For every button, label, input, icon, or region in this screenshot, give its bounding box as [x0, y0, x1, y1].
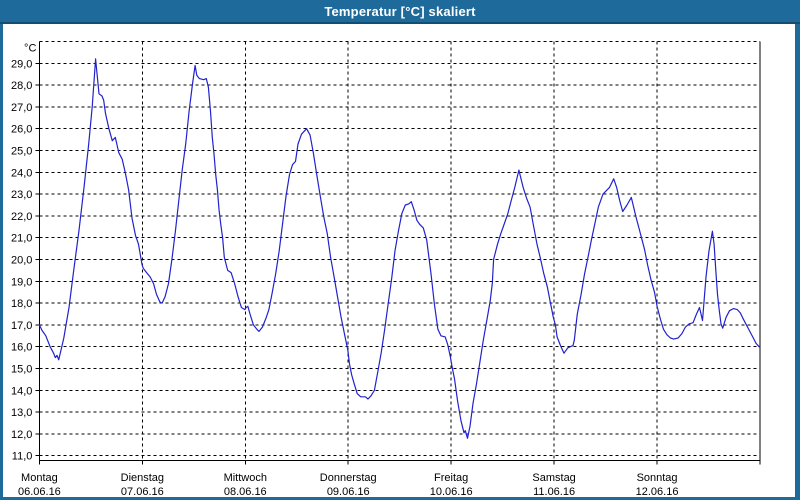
- y-axis-labels: °C 29,0 28,0 27,0 26,0 25,0 24,0 23,0 22,0 21,0 20…: [11, 43, 36, 463]
- x-day-label: Freitag: [434, 472, 468, 484]
- x-day-label: Dienstag: [121, 472, 164, 484]
- y-axis-unit-label: °C: [24, 43, 36, 55]
- y-tick-label: 12,0: [11, 429, 32, 441]
- x-date-label: 10.06.16: [430, 486, 473, 498]
- y-tick-label: 22,0: [11, 211, 32, 223]
- y-tick-label: 26,0: [11, 124, 32, 136]
- x-day-label: Sonntag: [637, 472, 678, 484]
- x-day-label: Montag: [21, 472, 58, 484]
- y-tick-label: 20,0: [11, 255, 32, 267]
- y-tick-label: 25,0: [11, 146, 32, 158]
- y-tick-label: 27,0: [11, 102, 32, 114]
- y-tick-label: 16,0: [11, 342, 32, 354]
- x-day-label: Samstag: [532, 472, 575, 484]
- y-tick-label: 14,0: [11, 385, 32, 397]
- y-tick-label: 17,0: [11, 320, 32, 332]
- x-date-label: 12.06.16: [636, 486, 679, 498]
- y-tick-label: 18,0: [11, 298, 32, 310]
- x-date-label: 09.06.16: [327, 486, 370, 498]
- y-tick-label: 28,0: [11, 80, 32, 92]
- y-tick-label: 11,0: [12, 451, 33, 463]
- x-gridlines: [141, 41, 658, 461]
- x-date-label: 11.06.16: [533, 486, 575, 498]
- temperature-line: [38, 58, 760, 439]
- x-day-label: Donnerstag: [320, 472, 377, 484]
- y-gridlines: [39, 41, 760, 457]
- y-tick-label: 23,0: [11, 189, 32, 201]
- chart-content-area: [3, 24, 795, 497]
- axis-ticks: [35, 62, 761, 465]
- window-titlebar[interactable]: Temperatur [°C] skaliert: [0, 0, 800, 24]
- x-date-label: 08.06.16: [224, 486, 267, 498]
- x-date-label: 06.06.16: [18, 486, 61, 498]
- y-tick-label: 24,0: [11, 167, 32, 179]
- window-title: Temperatur [°C] skaliert: [324, 3, 476, 19]
- x-day-label: Mittwoch: [224, 472, 267, 484]
- y-tick-label: 15,0: [11, 364, 32, 376]
- y-tick-label: 21,0: [11, 233, 32, 245]
- x-axis-labels: Montag 06.06.16 Dienstag 07.06.16 Mittwoch 08…: [18, 472, 678, 498]
- y-tick-label: 13,0: [11, 407, 32, 419]
- y-tick-label: 29,0: [11, 58, 32, 70]
- chart-frame: [38, 41, 761, 461]
- x-date-label: 07.06.16: [121, 486, 164, 498]
- y-tick-label: 19,0: [11, 276, 32, 288]
